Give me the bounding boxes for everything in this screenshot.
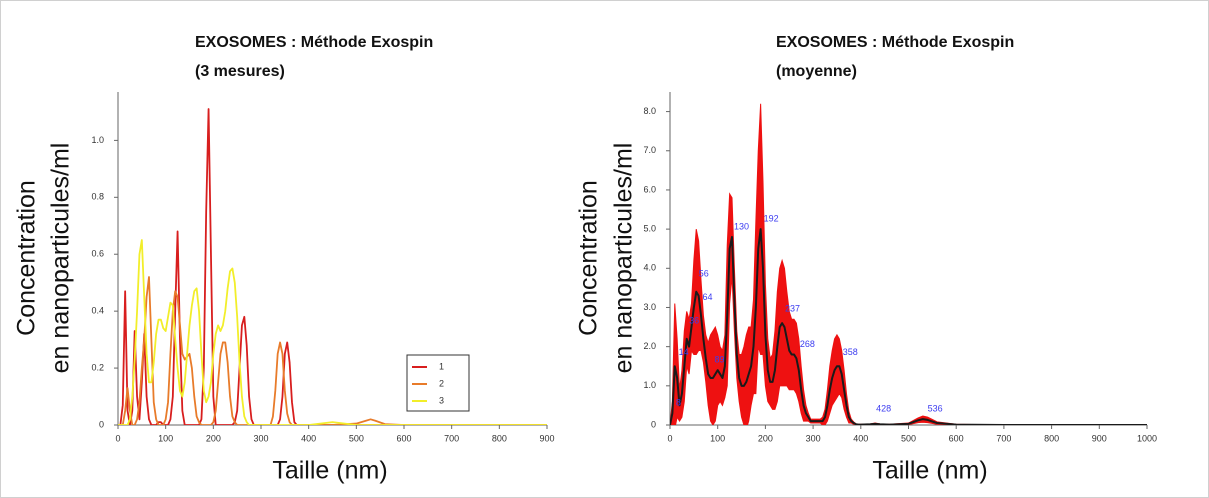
y-tick-label: 1.0	[91, 135, 104, 145]
x-tick-label: 800	[492, 433, 507, 443]
legend-label: 1	[439, 361, 444, 371]
x-tick-label: 300	[253, 433, 268, 443]
x-tick-label: 100	[158, 433, 173, 443]
plot-area	[670, 103, 1147, 425]
peak-label: 428	[876, 404, 891, 414]
y-tick-label: 7.0	[643, 145, 656, 155]
error-band	[670, 103, 1147, 425]
y-tick-label: 0	[99, 419, 104, 429]
y-tick-label: 5.0	[643, 223, 656, 233]
plot-area	[118, 108, 547, 425]
peak-label: 56	[699, 268, 709, 278]
x-tick-label: 300	[806, 433, 821, 443]
peak-label: 536	[928, 404, 943, 414]
y-axis-label: en nanoparticules/ml	[47, 143, 75, 374]
x-tick-label: 400	[301, 433, 316, 443]
y-tick-label: 0.2	[91, 362, 104, 372]
mean-line	[670, 228, 1147, 425]
x-tick-label: 100	[710, 433, 725, 443]
y-tick-label: 6.0	[643, 184, 656, 194]
x-tick-label: 700	[996, 433, 1011, 443]
y-tick-label: 3.0	[643, 302, 656, 312]
legend-label: 2	[439, 378, 444, 388]
x-axis-label: Taille (nm)	[272, 457, 387, 485]
peak-label: 64	[703, 292, 713, 302]
y-tick-label: 4.0	[643, 263, 656, 273]
chart-title: (3 mesures)	[195, 63, 285, 80]
x-tick-label: 1000	[1137, 433, 1157, 443]
x-tick-label: 200	[206, 433, 221, 443]
x-tick-label: 0	[115, 433, 120, 443]
x-tick-label: 900	[539, 433, 554, 443]
legend-label: 3	[439, 395, 444, 405]
x-tick-label: 500	[349, 433, 364, 443]
x-tick-label: 800	[1044, 433, 1059, 443]
series-line	[118, 239, 547, 425]
y-tick-label: 8.0	[643, 106, 656, 116]
peak-label: 268	[800, 339, 815, 349]
peak-label: 237	[785, 304, 800, 314]
y-tick-label: 0.8	[91, 192, 104, 202]
y-tick-label: 0.4	[91, 306, 104, 316]
y-axis-label: en nanoparticules/ml	[610, 143, 638, 374]
x-tick-label: 600	[949, 433, 964, 443]
y-tick-label: 1.0	[643, 380, 656, 390]
peak-label: 192	[764, 214, 779, 224]
y-axis-label: Concentration	[13, 180, 41, 336]
y-tick-label: 0.6	[91, 249, 104, 259]
x-tick-label: 0	[667, 433, 672, 443]
peak-label: 89	[714, 355, 724, 365]
peak-label: 14	[679, 347, 689, 357]
x-tick-label: 500	[901, 433, 916, 443]
series-line	[118, 276, 547, 425]
chart-title: EXOSOMES : Méthode Exospin	[776, 34, 1014, 51]
x-tick-label: 600	[396, 433, 411, 443]
y-tick-label: 0	[651, 419, 656, 429]
chart-title: EXOSOMES : Méthode Exospin	[195, 34, 433, 51]
peak-label: 130	[734, 221, 749, 231]
x-tick-label: 400	[853, 433, 868, 443]
peak-label: 36	[689, 315, 699, 325]
chart-title: (moyenne)	[776, 63, 857, 80]
peak-label: 8	[676, 398, 681, 408]
x-tick-label: 700	[444, 433, 459, 443]
x-tick-label: 200	[758, 433, 773, 443]
x-tick-label: 900	[1092, 433, 1107, 443]
x-axis-label: Taille (nm)	[872, 457, 987, 485]
y-axis-label: Concentration	[575, 180, 603, 336]
peak-label: 358	[843, 347, 858, 357]
y-tick-label: 2.0	[643, 341, 656, 351]
